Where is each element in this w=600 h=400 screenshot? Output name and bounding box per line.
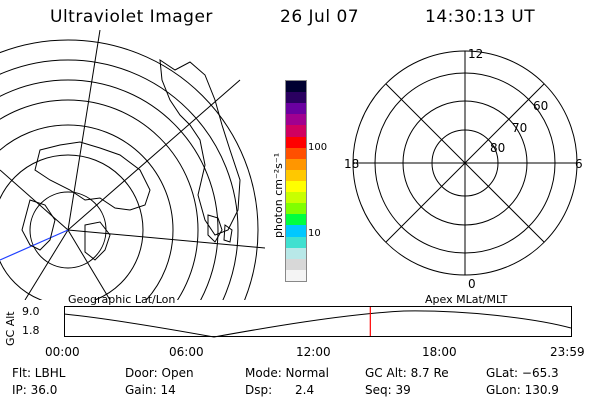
- mlt-label-6: 6: [575, 157, 583, 171]
- coastline: [34, 141, 151, 211]
- lat-ring: [0, 99, 199, 300]
- glat-info: GLat: −65.3: [486, 366, 559, 380]
- seq-info: Seq: 39: [365, 383, 411, 397]
- altitude-curve: [64, 310, 572, 338]
- coastline: [207, 214, 223, 243]
- lat-ring: [0, 124, 174, 300]
- colorbar-segment: [286, 81, 306, 93]
- mode-info: Mode: Normal: [245, 366, 329, 380]
- colorbar-tick-10: 10: [308, 228, 321, 239]
- colorbar-segment: [286, 247, 306, 259]
- coastline: [21, 199, 56, 251]
- colorbar-segment: [286, 214, 306, 226]
- y-tick-bottom: 1.8: [22, 324, 40, 337]
- apex-caption: Apex MLat/MLT: [425, 293, 508, 306]
- observation-time: 14:30:13 UT: [425, 7, 536, 27]
- mlt-label-18: 18: [344, 157, 359, 171]
- colorbar-tick-100: 100: [308, 142, 328, 153]
- geographic-caption: Geographic Lat/Lon: [68, 293, 176, 306]
- dsp-info: Dsp: 2.4: [245, 383, 315, 397]
- colorbar-segment: [286, 236, 306, 248]
- intensity-colorbar: [285, 80, 307, 282]
- colorbar-segment: [286, 258, 306, 270]
- gain-info: Gain: 14: [125, 383, 176, 397]
- coastline: [159, 58, 241, 236]
- colorbar-segment: [286, 136, 306, 148]
- colorbar-segment: [286, 225, 306, 237]
- instrument-title: Ultraviolet Imager: [50, 7, 213, 27]
- observation-date: 26 Jul 07: [280, 7, 360, 27]
- meridian: [67, 79, 241, 231]
- meridian: [24, 229, 69, 300]
- colorbar-segment: [286, 192, 306, 204]
- colorbar-segment: [286, 203, 306, 215]
- polar-plot: 12 18 6 0 60 70 80: [344, 48, 583, 290]
- gc-alt-info: GC Alt: 8.7 Re: [365, 366, 449, 380]
- lat-label-60: 60: [533, 99, 548, 113]
- colorbar-unit-label: photon cm⁻²s⁻¹: [272, 152, 285, 238]
- x-tick-0600: 06:00: [169, 345, 204, 359]
- lat-ring: [0, 154, 144, 300]
- lat-ring: [0, 59, 239, 300]
- lat-label-70: 70: [512, 121, 527, 135]
- lat-ring: [0, 39, 259, 300]
- coastline: [84, 221, 111, 261]
- y-tick-top: 9.0: [22, 305, 40, 318]
- meridian: [0, 169, 69, 231]
- ip-info: IP: 36.0: [12, 383, 58, 397]
- meridian: [67, 30, 101, 231]
- gc-alt-axis-label: GC Alt: [4, 311, 17, 346]
- x-tick-1200: 12:00: [296, 345, 331, 359]
- altitude-timeline: [64, 306, 572, 338]
- colorbar-segment: [286, 147, 306, 159]
- mlt-label-0: 0: [468, 277, 476, 290]
- colorbar-segment: [286, 92, 306, 104]
- filter-info: Flt: LBHL: [12, 366, 66, 380]
- lat-label-80: 80: [490, 141, 505, 155]
- geographic-map: [0, 30, 265, 300]
- colorbar-segment: [286, 269, 306, 281]
- colorbar-segment: [286, 158, 306, 170]
- x-tick-1800: 18:00: [422, 345, 457, 359]
- glon-info: GLon: 130.9: [486, 383, 559, 397]
- mlt-label-12: 12: [468, 48, 483, 61]
- colorbar-segment: [286, 169, 306, 182]
- door-info: Door: Open: [125, 366, 194, 380]
- pointer-line: [0, 229, 69, 261]
- lat-ring: [0, 79, 219, 300]
- colorbar-segment: [286, 181, 306, 193]
- coastline: [223, 224, 233, 243]
- timeline-frame: [64, 306, 572, 337]
- colorbar-segment: [286, 114, 306, 126]
- colorbar-segment: [286, 125, 306, 137]
- mlt-diagonal: [385, 83, 545, 243]
- colorbar-segment: [286, 103, 306, 115]
- x-tick-0000: 00:00: [45, 345, 80, 359]
- meridian: [67, 229, 111, 300]
- x-tick-2359: 23:59: [550, 345, 585, 359]
- meridian: [67, 229, 265, 249]
